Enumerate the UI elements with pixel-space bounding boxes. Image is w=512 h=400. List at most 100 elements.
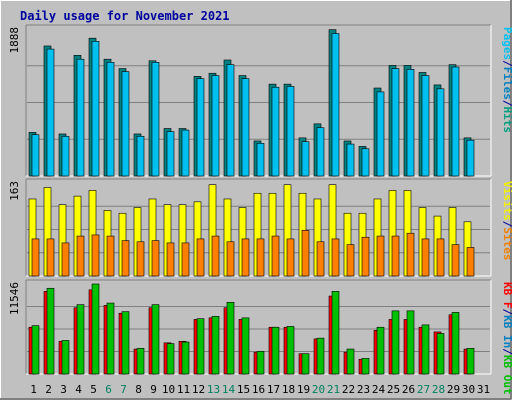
bar-kbytes-kb-out-11 (181, 341, 190, 375)
bar-hits-files-29 (451, 66, 460, 177)
x-tick-label: 24 (372, 383, 386, 396)
legend-entry: KB In (501, 315, 512, 348)
legend-entry: Visits (501, 181, 512, 221)
bar-visits-sites-6 (106, 235, 115, 277)
x-tick-label: 12 (192, 383, 205, 396)
bar-visits-sites-2 (46, 238, 55, 277)
legend-entry: KB F (501, 282, 512, 309)
bar-hits-files-27 (421, 75, 430, 177)
bar-kbytes-kb-out-4 (76, 304, 85, 375)
bar-hits-files-24 (376, 91, 385, 177)
bar-kbytes-kb-out-12 (196, 318, 205, 375)
legend-entry: / (501, 309, 512, 316)
panel-hits-ymax-label: 1888 (8, 27, 21, 54)
chart-title: Daily usage for November 2021 (20, 9, 230, 23)
bar-hits-files-19 (301, 141, 310, 177)
x-tick-label: 4 (75, 383, 82, 396)
x-tick-label: 3 (60, 383, 67, 396)
x-tick-label: 19 (297, 383, 310, 396)
bar-visits-sites-4 (76, 235, 85, 277)
panel-visits: 163 Visits/Sites (8, 178, 512, 277)
bar-visits-sites-24 (376, 235, 385, 277)
bar-visits-sites-17 (271, 235, 280, 277)
bar-kbytes-kb-out-13 (211, 316, 220, 375)
bar-visits-sites-21 (331, 238, 340, 277)
panel-visits-ymax-label: 163 (8, 181, 21, 201)
bar-hits-files-4 (76, 58, 85, 177)
legend-entry: KB Out (501, 355, 512, 395)
bar-visits-sites-26 (406, 232, 415, 277)
bar-hits-files-7 (121, 71, 130, 177)
x-tick-label: 18 (282, 383, 295, 396)
x-tick-label: 11 (177, 383, 190, 396)
bar-visits-sites-14 (226, 241, 235, 277)
bar-kbytes-kb-out-30 (466, 347, 475, 375)
bar-visits-sites-7 (121, 240, 130, 277)
bar-hits-files-20 (316, 127, 325, 177)
bar-visits-sites-28 (436, 238, 445, 277)
bar-kbytes-kb-out-9 (151, 304, 160, 375)
bar-visits-sites-12 (196, 238, 205, 277)
bar-hits-files-22 (346, 143, 355, 177)
x-tick-label: 30 (462, 383, 475, 396)
bar-hits-files-6 (106, 62, 115, 177)
bar-kbytes-kb-out-24 (376, 326, 385, 375)
bar-kbytes-kb-out-1 (31, 325, 40, 375)
x-tick-label: 9 (150, 383, 157, 396)
bar-kbytes-kb-out-20 (316, 337, 325, 375)
x-tick-label: 16 (252, 383, 265, 396)
bar-visits-sites-15 (241, 238, 250, 277)
bar-hits-files-25 (391, 68, 400, 177)
panel-kbytes-ymax-label: 11546 (8, 282, 21, 315)
x-tick-label: 7 (120, 383, 127, 396)
bar-visits-sites-13 (211, 235, 220, 277)
bar-hits-files-15 (241, 78, 250, 177)
legend-entry: Hits (501, 107, 512, 134)
bar-visits-sites-30 (466, 247, 475, 277)
x-tick-label: 29 (447, 383, 460, 396)
bar-kbytes-kb-out-19 (301, 353, 310, 375)
bar-visits-sites-20 (316, 241, 325, 277)
bar-kbytes-kb-out-5 (91, 283, 100, 375)
x-tick-label: 1 (30, 383, 37, 396)
bar-kbytes-kb-out-10 (166, 343, 175, 375)
bar-kbytes-kb-out-16 (256, 351, 265, 375)
bar-kbytes-kb-out-25 (391, 310, 400, 375)
bar-kbytes-kb-out-18 (286, 326, 295, 375)
bar-kbytes-kb-out-8 (136, 347, 145, 375)
x-tick-label: 8 (135, 383, 142, 396)
bar-kbytes-kb-out-27 (421, 324, 430, 375)
bar-hits-files-26 (406, 69, 415, 177)
bar-visits-sites-8 (136, 241, 145, 277)
bar-visits-sites-11 (181, 242, 190, 277)
panel-kbytes-legend: KB F/KB In/KB Out (501, 282, 512, 395)
bar-kbytes-kb-out-29 (451, 312, 460, 375)
x-tick-label: 22 (342, 383, 355, 396)
bar-kbytes-kb-out-22 (346, 348, 355, 375)
bar-hits-files-1 (31, 134, 40, 177)
bar-kbytes-kb-out-21 (331, 291, 340, 375)
legend-entry: / (501, 348, 512, 355)
x-tick-label: 6 (105, 383, 112, 396)
x-tick-label: 17 (267, 383, 280, 396)
bar-kbytes-kb-out-23 (361, 358, 370, 375)
bar-kbytes-kb-out-26 (406, 310, 415, 375)
legend-entry: / (501, 100, 512, 107)
bar-visits-sites-18 (286, 238, 295, 277)
bar-kbytes-kb-out-7 (121, 311, 130, 375)
x-axis-labels: 1 2 3 4 5 6 7 8 9 10 11 12 13 14 15 16 17 18 19 20 21 22 23 24 2… (30, 383, 490, 396)
bar-visits-sites-25 (391, 235, 400, 277)
chart-panels: 1888Pages/Files/Hits163Visits/Sites11546… (8, 24, 512, 395)
bar-kbytes-kb-out-3 (61, 340, 70, 375)
bar-hits-files-10 (166, 131, 175, 177)
x-tick-label: 2 (45, 383, 52, 396)
legend-entry: / (501, 60, 512, 67)
bar-visits-sites-1 (31, 238, 40, 277)
x-tick-label: 5 (90, 383, 97, 396)
bar-kbytes-kb-out-6 (106, 302, 115, 375)
bar-visits-sites-27 (421, 238, 430, 277)
